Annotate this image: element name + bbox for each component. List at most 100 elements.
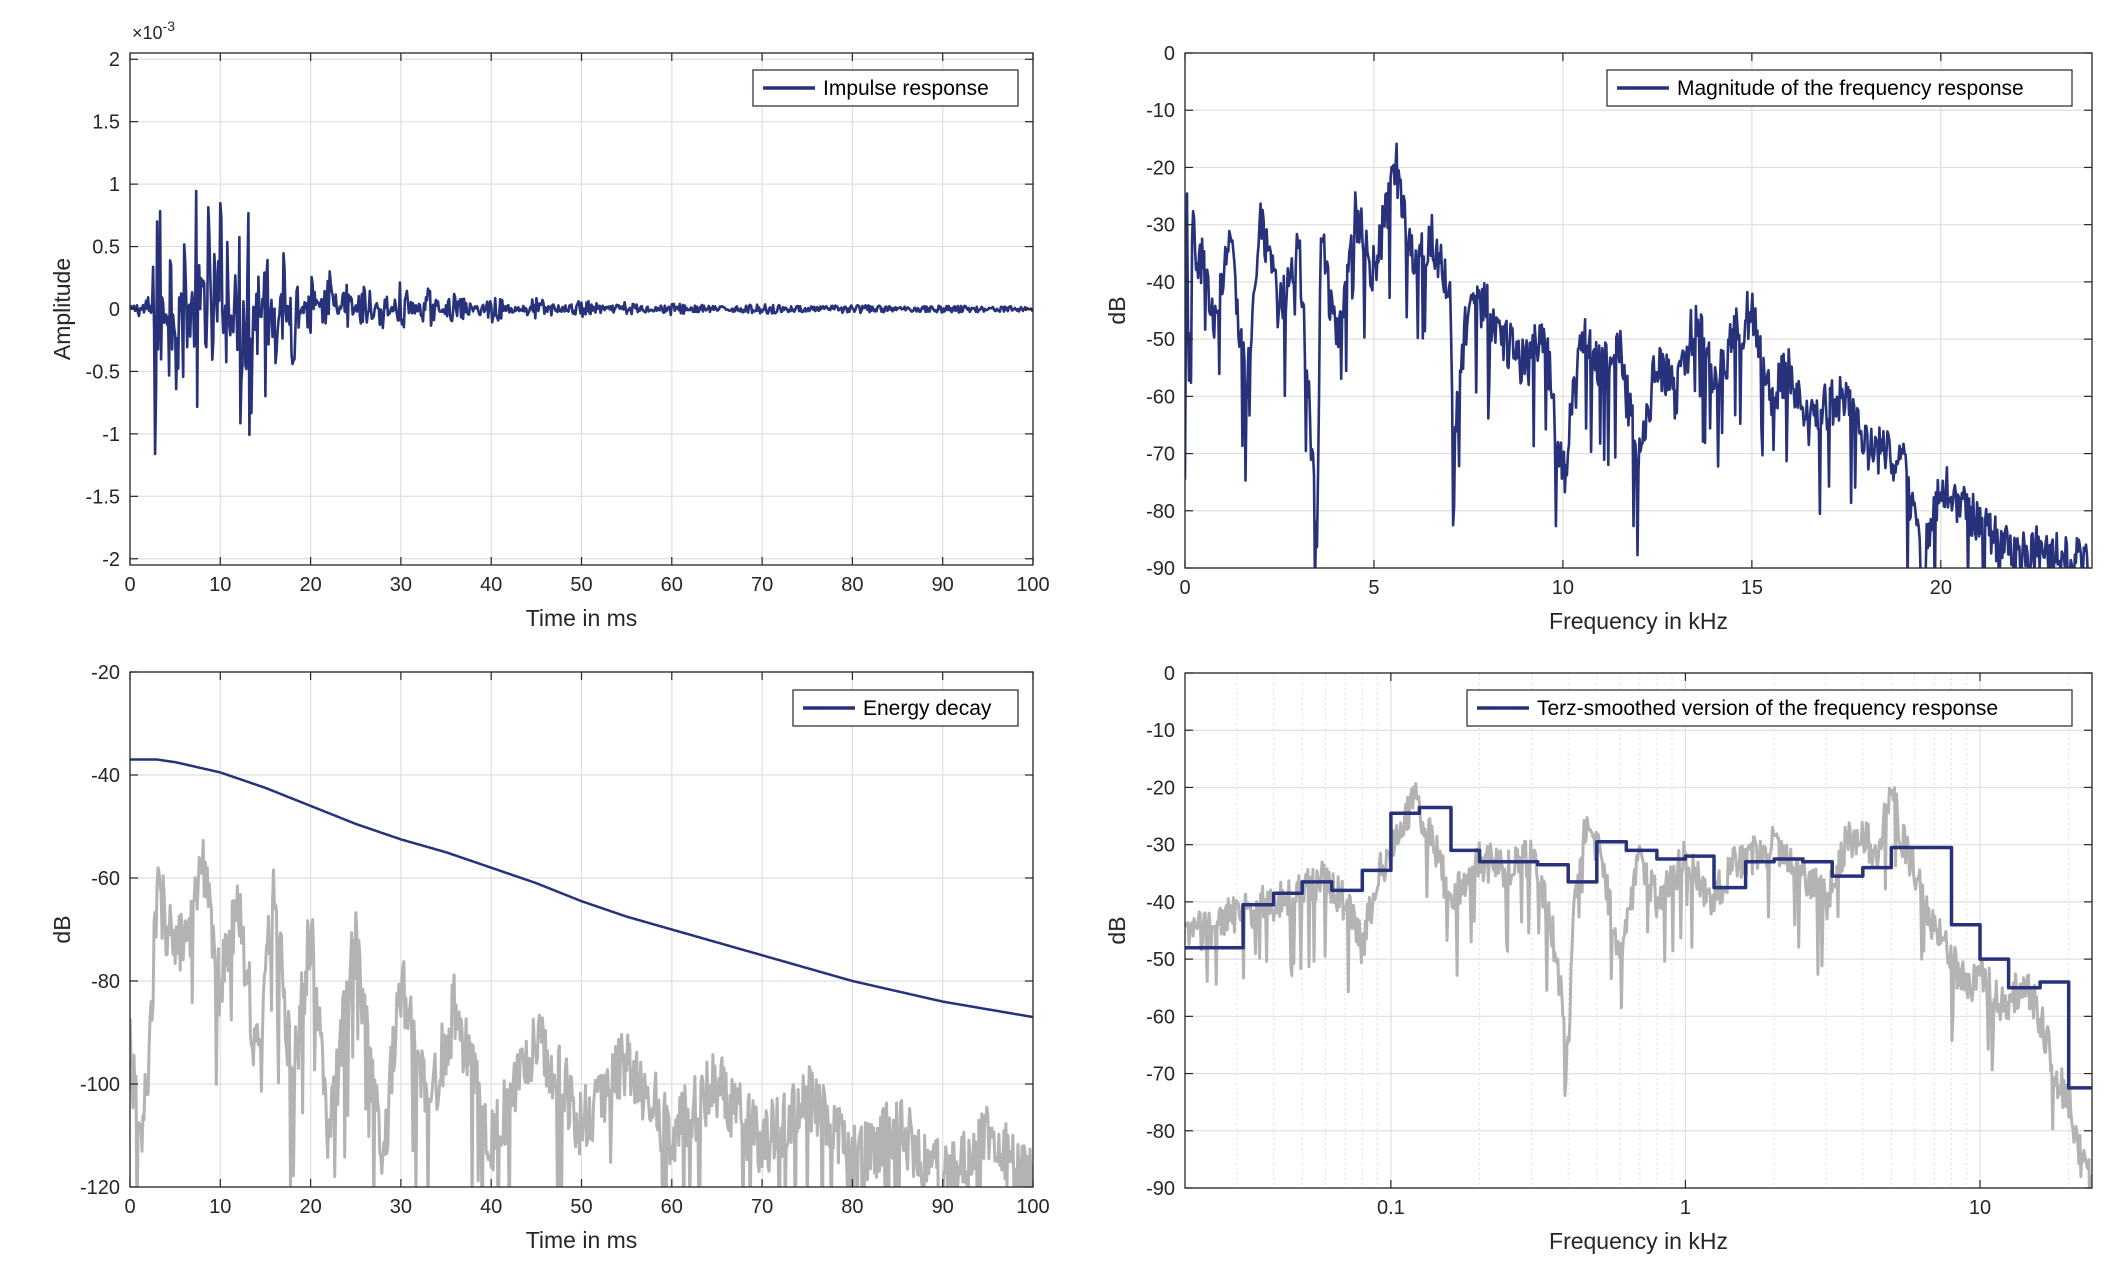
x-tick-label: 60 bbox=[661, 1196, 683, 1218]
x-tick-label: 0 bbox=[1179, 577, 1190, 599]
plot-area bbox=[1185, 673, 2092, 1188]
legend-label: Magnitude of the frequency response bbox=[1677, 77, 2024, 100]
series-group bbox=[1185, 782, 2092, 1188]
y-tick-label: 0 bbox=[1164, 663, 1175, 685]
y-tick-label: 2 bbox=[109, 49, 120, 71]
y-tick-labels: 0 -10 -20 -30 -40 -50 -60 -70 -80 -90 bbox=[1146, 43, 2092, 580]
y-tick-label: -30 bbox=[1146, 835, 1175, 857]
y-tick-label: 0 bbox=[109, 299, 120, 321]
y-tick-label: -30 bbox=[1146, 215, 1175, 237]
x-tick-label: 30 bbox=[390, 574, 412, 596]
y-tick-label: -20 bbox=[91, 662, 120, 684]
series-background-line bbox=[130, 839, 1033, 1187]
y-tick-label: -70 bbox=[1146, 1064, 1175, 1086]
y-tick-label: -80 bbox=[1146, 1121, 1175, 1143]
y-tick-label: 1 bbox=[109, 174, 120, 196]
x-tick-label: 100 bbox=[1016, 1196, 1049, 1218]
y-tick-label: -10 bbox=[1146, 100, 1175, 122]
y-axis-label: dB bbox=[1104, 296, 1130, 324]
y-tick-label: -60 bbox=[1146, 1006, 1175, 1028]
y-tick-label: 1.5 bbox=[92, 112, 120, 134]
grid bbox=[1185, 672, 2092, 1189]
series-group bbox=[1185, 142, 2089, 568]
x-tick-label: 20 bbox=[299, 1196, 321, 1218]
y-tick-label: -1 bbox=[102, 424, 120, 446]
y-tick-label: -120 bbox=[80, 1177, 120, 1199]
series-group bbox=[130, 758, 1033, 1187]
legend-label: Energy decay bbox=[863, 697, 992, 720]
x-tick-labels: 0.1 1 10 bbox=[1377, 673, 1991, 1219]
x-tick-label: 50 bbox=[570, 574, 592, 596]
legend-label: Impulse response bbox=[823, 77, 989, 100]
legend-box bbox=[1466, 689, 2073, 727]
legend: Magnitude of the frequency response bbox=[1606, 69, 2073, 107]
x-tick-label: 10 bbox=[209, 574, 231, 596]
series-magnitude-of-the-frequency-response bbox=[1185, 142, 2089, 568]
x-tick-label: 10 bbox=[1969, 1197, 1991, 1219]
energy-decay-chart: 0 10 20 30 40 50 60 70 80 90 100 -20 -40 -60 -80 -100 -1… bbox=[49, 662, 1050, 1253]
y-tick-label: -10 bbox=[1146, 720, 1175, 742]
y-tick-labels: 2 1.5 1 0.5 0 -0.5 -1 -1.5 -2 bbox=[86, 49, 1033, 571]
x-tick-label: 60 bbox=[661, 574, 683, 596]
y-tick-label: -2 bbox=[102, 549, 120, 571]
y-tick-label: -50 bbox=[1146, 949, 1175, 971]
x-tick-label: 70 bbox=[751, 1196, 773, 1218]
legend: Energy decay bbox=[792, 689, 1019, 727]
x-tick-label: 20 bbox=[1930, 577, 1952, 599]
x-tick-labels: 0 5 10 15 20 bbox=[1179, 53, 1952, 599]
x-axis-label: Frequency in kHz bbox=[1549, 1228, 1728, 1254]
x-tick-label: 90 bbox=[932, 574, 954, 596]
x-tick-label: 10 bbox=[1552, 577, 1574, 599]
x-tick-label: 80 bbox=[841, 574, 863, 596]
y-tick-label: -1.5 bbox=[86, 486, 120, 508]
legend: Terz-smoothed version of the frequency r… bbox=[1466, 689, 2073, 727]
x-tick-label: 100 bbox=[1016, 574, 1049, 596]
y-tick-label: 0.5 bbox=[92, 237, 120, 259]
y-tick-label: 0 bbox=[1164, 43, 1175, 65]
x-tick-label: 15 bbox=[1741, 577, 1763, 599]
x-tick-label: 10 bbox=[209, 1196, 231, 1218]
x-tick-labels: 0 10 20 30 40 50 60 70 80 90 100 bbox=[124, 53, 1050, 596]
y-tick-label: -20 bbox=[1146, 777, 1175, 799]
x-axis-label: Time in ms bbox=[526, 1227, 638, 1253]
axes-box bbox=[1184, 52, 2093, 569]
y-exponent-label: ×10-3 bbox=[132, 18, 175, 43]
x-tick-label: 5 bbox=[1368, 577, 1379, 599]
y-tick-label: -20 bbox=[1146, 157, 1175, 179]
x-tick-label: 80 bbox=[841, 1196, 863, 1218]
x-tick-labels: 0 10 20 30 40 50 60 70 80 90 100 bbox=[124, 672, 1050, 1218]
frequency-response-chart: 0 5 10 15 20 0 -10 -20 -30 -40 -50 -60 -70 -80 -90 Freq… bbox=[1104, 43, 2093, 634]
legend: Impulse response bbox=[752, 69, 1019, 107]
y-tick-label: -80 bbox=[91, 971, 120, 993]
y-tick-label: -90 bbox=[1146, 558, 1175, 580]
axes-box bbox=[1184, 672, 2093, 1189]
x-tick-label: 90 bbox=[932, 1196, 954, 1218]
legend-box bbox=[1606, 69, 2073, 107]
series-group bbox=[130, 189, 1033, 456]
y-tick-label: -50 bbox=[1146, 329, 1175, 351]
y-tick-label: -40 bbox=[91, 765, 120, 787]
y-axis-label: dB bbox=[1104, 916, 1130, 944]
series-impulse-response bbox=[130, 189, 1033, 456]
x-tick-label: 0 bbox=[124, 1196, 135, 1218]
y-tick-labels: 0 -10 -20 -30 -40 -50 -60 -70 -80 -90 bbox=[1146, 663, 2092, 1200]
x-tick-label: 0.1 bbox=[1377, 1197, 1405, 1219]
y-tick-label: -40 bbox=[1146, 272, 1175, 294]
y-tick-label: -70 bbox=[1146, 444, 1175, 466]
exponent-power: -3 bbox=[163, 18, 176, 34]
y-tick-label: -60 bbox=[1146, 386, 1175, 408]
terz-smoothed-chart: 0.1 1 10 0 -10 -20 -30 -40 -50 -60 -70 -80 -90 Freque… bbox=[1104, 663, 2093, 1254]
y-axis-label: dB bbox=[49, 915, 75, 943]
exponent-base: ×10 bbox=[132, 23, 163, 43]
y-tick-label: -60 bbox=[91, 868, 120, 890]
y-axis-label: Amplitude bbox=[49, 258, 75, 360]
y-tick-label: -80 bbox=[1146, 501, 1175, 523]
y-tick-label: -90 bbox=[1146, 1178, 1175, 1200]
impulse-response-chart: 0 10 20 30 40 50 60 70 80 90 100 2 1.5 1 0.5 0 -0.5 -1 -1.… bbox=[49, 18, 1050, 631]
y-tick-label: -0.5 bbox=[86, 361, 120, 383]
x-axis-label: Frequency in kHz bbox=[1549, 608, 1728, 634]
x-axis-label: Time in ms bbox=[526, 605, 638, 631]
x-tick-label: 0 bbox=[124, 574, 135, 596]
x-tick-label: 50 bbox=[570, 1196, 592, 1218]
